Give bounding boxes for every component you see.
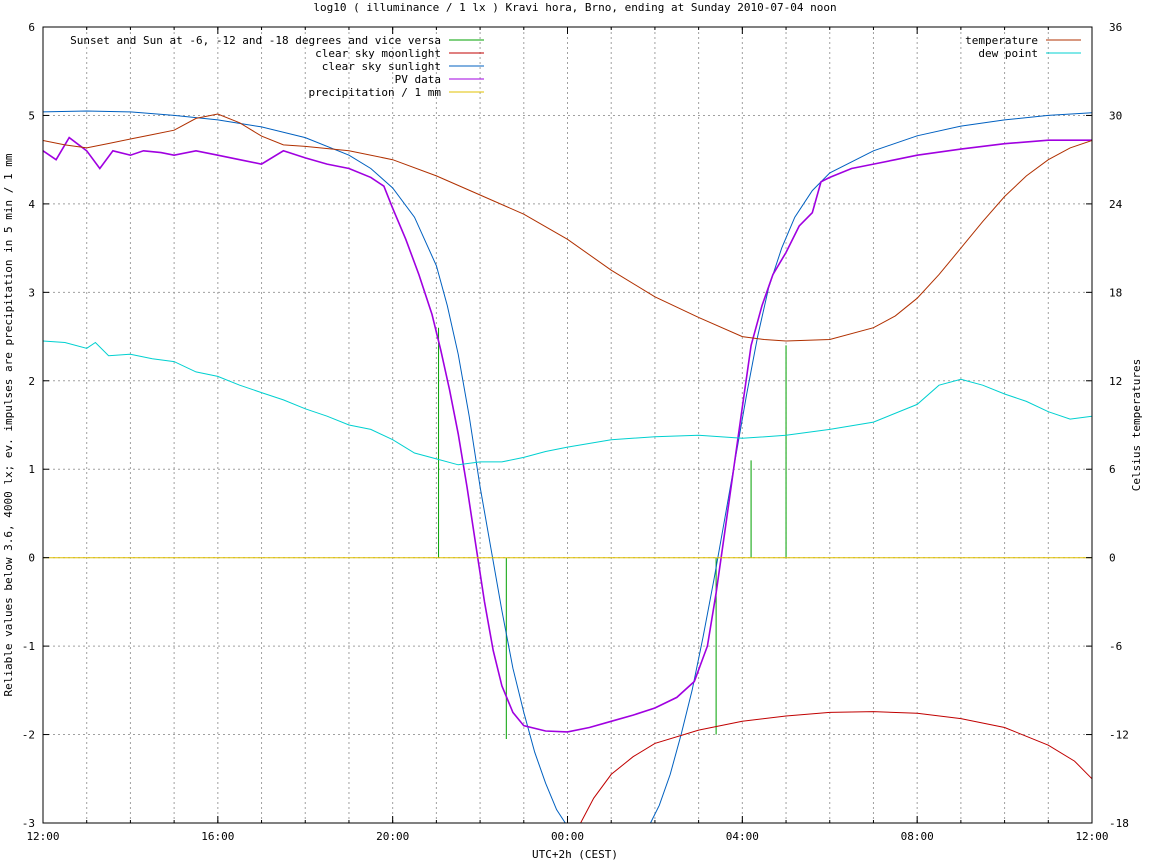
series-dew-point [43,340,1092,466]
y2-axis-label: Celsius temperatures [1130,359,1143,491]
x-tick-label: 04:00 [726,830,759,843]
legend-label: PV data [395,73,441,86]
legend-label: Sunset and Sun at -6, -12 and -18 degree… [70,34,441,47]
y2-tick-label: -6 [1109,640,1122,653]
y2-tick-label: 6 [1109,463,1116,476]
y-tick-label: 3 [28,286,35,299]
x-tick-label: 12:00 [1075,830,1108,843]
x-tick-label: 08:00 [901,830,934,843]
chart-title: log10 ( illuminance / 1 lx ) Kravi hora,… [313,1,836,14]
y-axis-label: Reliable values below 3.6, 4000 lx; ev. … [2,153,15,696]
legend-label: dew point [978,47,1038,60]
x-tick-label: 00:00 [551,830,584,843]
y2-tick-label: -18 [1109,817,1129,830]
y-tick-label: -1 [22,640,35,653]
legend-label: temperature [965,34,1038,47]
y-tick-label: 5 [28,109,35,122]
y2-tick-label: -12 [1109,729,1129,742]
legend-label: clear sky moonlight [315,47,441,60]
y-tick-label: 2 [28,375,35,388]
y-tick-label: 4 [28,198,35,211]
y-tick-label: 6 [28,21,35,34]
legend-label: precipitation / 1 mm [309,86,442,99]
y-tick-label: -3 [22,817,35,830]
x-tick-label: 12:00 [26,830,59,843]
y-tick-label: -2 [22,729,35,742]
x-tick-label: 20:00 [376,830,409,843]
y2-tick-label: 30 [1109,109,1122,122]
series-temperature [43,113,1092,342]
legend-label: clear sky sunlight [322,60,441,73]
y2-tick-label: 12 [1109,375,1122,388]
legend-left: Sunset and Sun at -6, -12 and -18 degree… [70,34,484,99]
x-tick-label: 16:00 [201,830,234,843]
y2-tick-label: 0 [1109,552,1116,565]
series-clear-sky-moonlight [580,711,1092,823]
x-axis-label: UTC+2h (CEST) [532,848,618,861]
y2-tick-label: 36 [1109,21,1122,34]
y-tick-label: 0 [28,552,35,565]
y2-tick-label: 24 [1109,198,1123,211]
series-clear-sky-sunlight [43,110,1092,823]
series-pv-data [43,136,1092,733]
plot-series [43,110,1092,823]
y2-tick-label: 18 [1109,286,1122,299]
y-tick-label: 1 [28,463,35,476]
